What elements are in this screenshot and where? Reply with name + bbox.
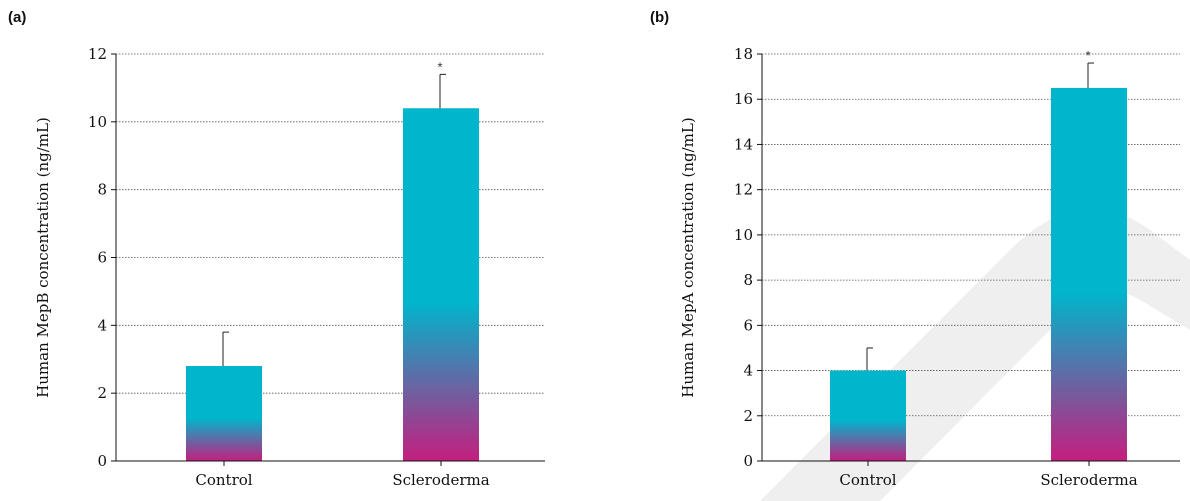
panel-b: (b) 0 2 4 6 8 10 12 14 16 18 Control * Scleroderma Hum…	[650, 9, 1180, 489]
bar-control	[830, 370, 906, 461]
y-tick-label: 8	[743, 271, 753, 289]
y-tick-label: 12	[734, 181, 753, 199]
y-axis-title: Human MepA concentration (ng/mL)	[679, 117, 697, 397]
y-tick-label: 18	[734, 45, 753, 63]
significance-marker: *	[1085, 48, 1090, 63]
x-tick-label: Scleroderma	[1040, 471, 1137, 489]
y-tick-label: 2	[97, 384, 107, 402]
y-tick-label: 4	[97, 316, 107, 334]
y-tick-label: 6	[743, 316, 753, 334]
y-tick-label: 0	[97, 452, 107, 470]
y-tick-label: 8	[97, 181, 107, 199]
y-tick-label: 2	[743, 407, 753, 425]
panel-label: (b)	[650, 9, 669, 26]
panel-label: (a)	[8, 9, 26, 26]
bar-control	[186, 366, 262, 461]
y-tick-label: 16	[734, 90, 753, 108]
bar-scleroderma	[403, 108, 479, 462]
x-tick-label: Control	[839, 471, 896, 489]
y-tick-label: 6	[97, 249, 107, 267]
bar-scleroderma	[1051, 87, 1127, 462]
y-tick-label: 4	[743, 362, 753, 380]
y-tick-label: 14	[734, 135, 753, 153]
x-tick-label: Scleroderma	[392, 471, 489, 489]
y-tick-label: 12	[88, 45, 107, 63]
y-tick-label: 10	[88, 113, 107, 131]
y-axis-title: Human MepB concentration (ng/mL)	[34, 117, 52, 398]
y-tick-label: 10	[734, 226, 753, 244]
x-tick-label: Control	[195, 471, 252, 489]
significance-marker: *	[437, 59, 442, 74]
y-tick-label: 0	[743, 452, 753, 470]
panel-a: (a) 0 2 4 6 8 10 12 Control * Scleroderma Human Mep…	[8, 9, 545, 489]
